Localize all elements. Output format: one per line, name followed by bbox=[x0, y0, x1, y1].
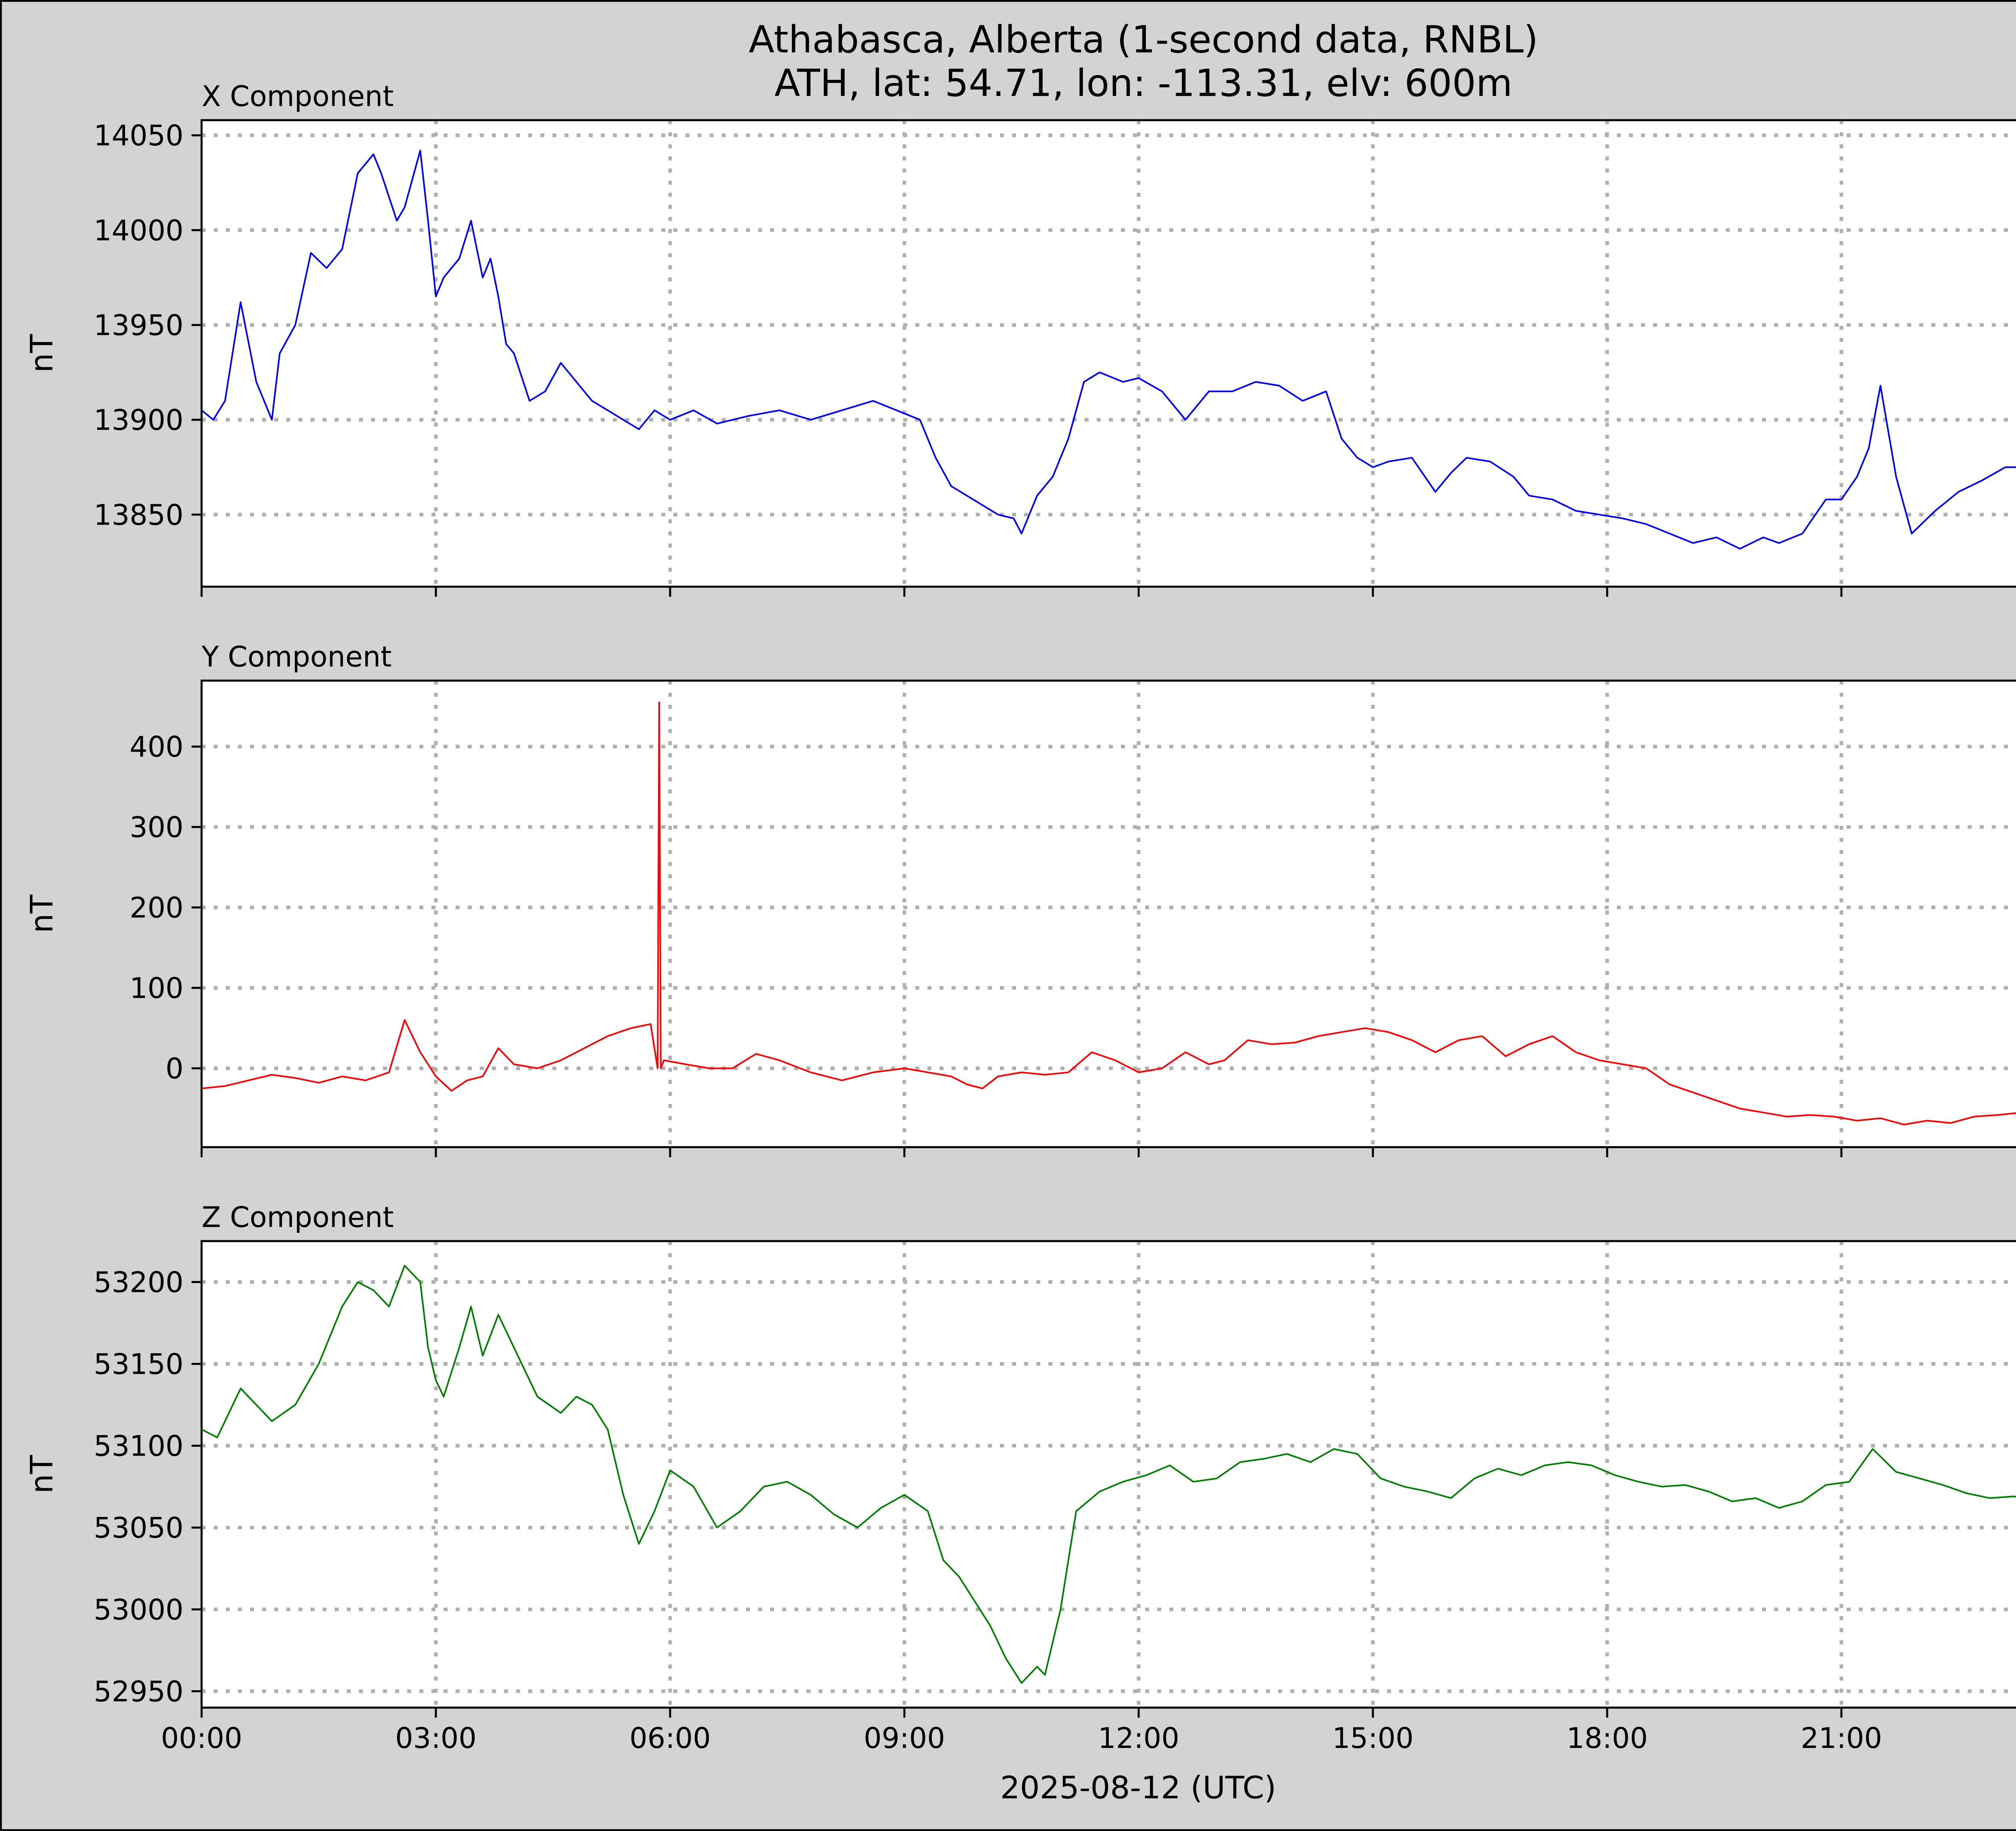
figure-title-line1: Athabasca, Alberta (1-second data, RNBL) bbox=[749, 18, 1538, 61]
plot-border-x bbox=[200, 119, 2016, 588]
x-axis-label: 2025-08-12 (UTC) bbox=[1000, 1770, 1277, 1806]
y-tick-label: 100 bbox=[129, 972, 183, 1005]
y-tick-label: 53150 bbox=[94, 1348, 183, 1381]
y-tick-label: 53100 bbox=[94, 1429, 183, 1462]
plot-area-x bbox=[200, 119, 2016, 588]
panel-y: 0 100 200 300 400 Y Component nT bbox=[24, 640, 2016, 1157]
y-tick-label: 52950 bbox=[94, 1675, 183, 1708]
plot-border-z bbox=[200, 1240, 2016, 1709]
series-line-z bbox=[201, 1264, 2016, 1684]
y-tick-label: 300 bbox=[129, 811, 183, 844]
y-axis-label-x: nT bbox=[24, 334, 60, 373]
y-tick-label: 53200 bbox=[94, 1266, 183, 1299]
x-tick-label: 06:00 bbox=[629, 1722, 711, 1755]
y-axis-label-y: nT bbox=[24, 894, 60, 933]
x-tick-label: 09:00 bbox=[864, 1722, 945, 1755]
y-tick-label: 53050 bbox=[94, 1511, 183, 1544]
figure-title-line2: ATH, lat: 54.71, lon: -113.31, elv: 600m bbox=[775, 61, 1512, 105]
y-tick-label: 14000 bbox=[94, 214, 183, 247]
x-tick-label: 21:00 bbox=[1801, 1722, 1882, 1755]
y-tick-label: 13900 bbox=[94, 404, 183, 437]
panel-title-y: Y Component bbox=[201, 640, 392, 673]
series-line-x bbox=[201, 150, 2016, 550]
y-tick-label: 400 bbox=[129, 731, 183, 764]
panels: 13850 13900 13950 14000 14050 X Component nT 0 1… bbox=[24, 80, 2016, 1755]
x-tick-label: 18:00 bbox=[1566, 1722, 1648, 1755]
y-axis-label-z: nT bbox=[24, 1455, 60, 1494]
y-tick-label: 0 bbox=[165, 1052, 183, 1085]
x-tick-label: 12:00 bbox=[1098, 1722, 1179, 1755]
panel-z: 00:00 03:00 06:00 09:00 12:00 15:00 18:00 21:00… bbox=[24, 1201, 2016, 1755]
y-tick-label: 200 bbox=[129, 892, 183, 925]
y-tick-label: 13950 bbox=[94, 309, 183, 342]
plot-area-y bbox=[200, 679, 2016, 1148]
y-tick-label: 53000 bbox=[94, 1593, 183, 1626]
x-tick-label: 03:00 bbox=[395, 1722, 477, 1755]
panel-x: 13850 13900 13950 14000 14050 X Component nT bbox=[24, 80, 2016, 597]
y-tick-label: 14050 bbox=[94, 119, 183, 152]
plot-area-z bbox=[200, 1240, 2016, 1709]
plot-border-y bbox=[200, 679, 2016, 1148]
x-tick-label: 15:00 bbox=[1332, 1722, 1414, 1755]
panel-title-x: X Component bbox=[202, 80, 394, 113]
y-tick-label: 13850 bbox=[94, 498, 183, 531]
panel-title-z: Z Component bbox=[202, 1201, 394, 1234]
x-tick-label: 00:00 bbox=[161, 1722, 242, 1755]
series-line-y bbox=[201, 701, 2016, 1126]
